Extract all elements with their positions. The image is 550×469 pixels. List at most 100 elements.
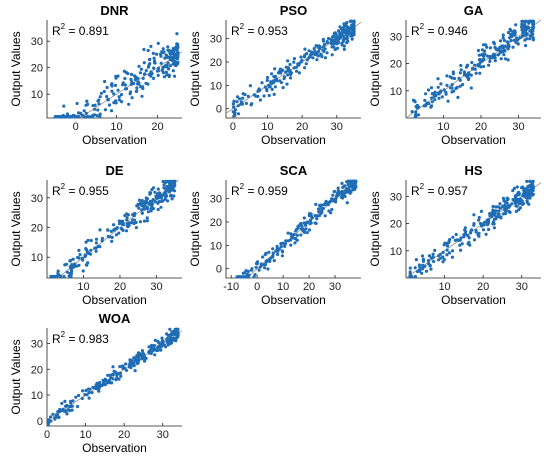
data-point (142, 201, 146, 205)
data-point (333, 39, 337, 43)
data-point (93, 107, 97, 111)
data-point (440, 95, 444, 99)
y-tick-label: 20 (210, 217, 222, 229)
data-point (307, 49, 311, 53)
data-point (418, 269, 422, 273)
data-point (170, 332, 174, 336)
data-point (126, 213, 130, 217)
data-point (426, 259, 430, 263)
y-tick-label: 30 (390, 31, 402, 43)
data-point (456, 95, 460, 99)
data-point (103, 108, 107, 112)
data-point (477, 218, 481, 222)
data-point (145, 219, 149, 223)
data-point (292, 57, 296, 61)
data-point (430, 92, 434, 96)
data-point (172, 189, 177, 193)
data-point (342, 34, 346, 39)
y-tick-label: 20 (390, 59, 402, 71)
data-point (488, 214, 492, 218)
data-point (140, 208, 144, 212)
data-point (445, 74, 449, 78)
data-point (86, 102, 90, 106)
data-point (141, 85, 145, 89)
y-tick-label: 10 (31, 390, 43, 402)
data-point (159, 61, 163, 65)
data-point (500, 44, 504, 48)
data-point (134, 226, 138, 230)
data-point (267, 93, 271, 98)
data-point (504, 210, 508, 214)
data-point (105, 85, 109, 90)
data-point (450, 249, 455, 253)
data-point (296, 226, 300, 230)
data-point (159, 196, 163, 200)
data-point (168, 194, 173, 198)
data-point (73, 115, 77, 119)
y-tick-label: 20 (210, 57, 222, 69)
data-point (97, 389, 101, 393)
y-tick-label: 0 (37, 416, 43, 428)
r2-annotation: R2 = 0.953 (231, 22, 288, 38)
data-point (162, 65, 166, 69)
data-point (499, 215, 503, 219)
y-tick-label: 20 (31, 63, 43, 75)
data-point (161, 47, 165, 51)
data-point (521, 34, 525, 38)
data-point (110, 239, 114, 243)
data-point (523, 38, 527, 42)
data-point (417, 105, 421, 109)
data-point (445, 253, 449, 257)
data-point (271, 251, 275, 255)
data-point (304, 62, 308, 66)
data-point (108, 373, 112, 377)
data-point (76, 115, 80, 119)
data-point (160, 50, 164, 54)
data-point (311, 56, 315, 60)
data-point (170, 197, 174, 201)
data-point (289, 243, 293, 247)
data-point (64, 409, 68, 413)
y-tick-label: 30 (390, 191, 402, 203)
data-point (433, 90, 437, 94)
y-tick-label: 30 (31, 193, 43, 205)
data-point (260, 81, 264, 85)
data-point (149, 209, 153, 213)
data-point (492, 226, 496, 230)
data-point (117, 231, 121, 235)
data-point (130, 96, 134, 100)
data-point (451, 235, 455, 239)
data-point (65, 262, 69, 266)
data-point (246, 94, 250, 98)
data-point (273, 85, 277, 89)
data-point (414, 258, 418, 262)
data-point (424, 92, 428, 96)
data-point (488, 59, 492, 64)
data-point (514, 209, 519, 213)
data-point (463, 73, 467, 77)
data-point (420, 267, 424, 271)
data-point (451, 70, 455, 74)
data-point (82, 109, 86, 113)
data-point (160, 341, 165, 345)
data-point (441, 250, 445, 254)
data-point (56, 271, 60, 276)
data-point (512, 38, 516, 42)
data-point (271, 79, 275, 83)
data-point (61, 407, 65, 411)
data-point (263, 266, 267, 270)
data-point (454, 232, 458, 237)
data-point (296, 62, 300, 66)
data-point (318, 203, 322, 207)
data-point (151, 198, 155, 202)
data-point (510, 34, 514, 39)
data-point (153, 353, 157, 357)
data-point (465, 64, 469, 68)
data-point (332, 45, 336, 49)
data-point (165, 65, 169, 69)
data-point (463, 226, 467, 230)
data-point (148, 202, 153, 206)
data-point (474, 71, 478, 75)
data-point (156, 347, 160, 351)
r2-value: = 0.957 (424, 184, 468, 198)
